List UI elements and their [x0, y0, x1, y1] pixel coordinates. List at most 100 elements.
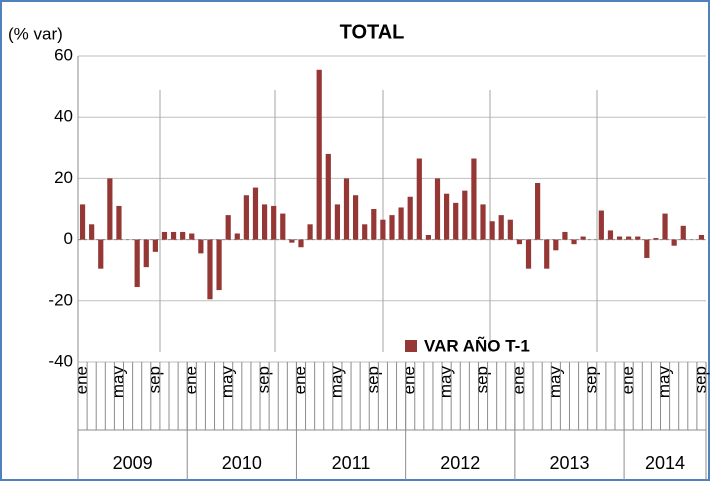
x-tick-label: may: [218, 366, 237, 399]
x-tick-label: sep: [254, 366, 273, 393]
y-tick-label: -20: [48, 290, 73, 309]
x-tick-label: ene: [400, 366, 419, 394]
bar: [671, 239, 677, 246]
bar: [371, 209, 377, 240]
bar: [98, 239, 104, 269]
bar: [698, 235, 705, 240]
bar: [170, 231, 177, 240]
bar: [107, 178, 113, 240]
legend-label: VAR AÑO T-1: [424, 335, 530, 355]
x-tick-label: may: [655, 366, 674, 399]
bar: [189, 233, 195, 240]
bar: [389, 215, 395, 240]
bar: [626, 236, 632, 240]
x-tick-label: sep: [691, 366, 710, 393]
y-tick-label: 40: [54, 107, 73, 126]
year-label: 2011: [332, 453, 371, 473]
y-tick-label: -40: [48, 351, 73, 370]
y-tick-label: 0: [64, 229, 73, 248]
bar: [152, 239, 158, 252]
bar: [343, 178, 350, 240]
bar: [453, 202, 459, 240]
bar: [307, 224, 313, 240]
bar: [325, 153, 331, 240]
x-tick-label: ene: [72, 366, 91, 394]
x-tick-label: may: [545, 366, 564, 399]
bar: [252, 187, 259, 240]
bar: [316, 69, 322, 240]
bar: [89, 224, 95, 240]
y-tick-label: 20: [54, 168, 73, 187]
bar: [662, 213, 668, 240]
y-tick-label: 60: [54, 45, 73, 64]
bar: [352, 195, 359, 240]
x-tick-label: ene: [181, 366, 200, 394]
bar: [280, 213, 286, 240]
bar: [480, 204, 486, 240]
x-tick-label: sep: [145, 366, 164, 393]
chart-title: TOTAL: [340, 21, 405, 43]
legend-swatch: [405, 340, 417, 352]
bar: [580, 236, 586, 240]
bar: [425, 235, 432, 240]
bar: [644, 239, 650, 258]
bar: [161, 231, 168, 240]
bar: [116, 205, 122, 240]
bar: [143, 239, 149, 268]
bar: [489, 221, 495, 240]
bar: [535, 182, 541, 240]
x-tick-label: ene: [618, 366, 637, 394]
x-tick-label: may: [327, 366, 346, 399]
x-tick-label: may: [108, 366, 127, 399]
bar: [434, 178, 441, 240]
bar: [516, 239, 523, 245]
year-label: 2014: [645, 453, 685, 473]
bar: [198, 239, 204, 254]
x-tick-label: sep: [472, 366, 491, 393]
bar: [498, 215, 504, 240]
x-tick-label: ene: [290, 366, 309, 394]
year-label: 2010: [222, 453, 262, 473]
bar: [462, 190, 468, 240]
bar: [298, 239, 304, 248]
bar: [607, 230, 614, 240]
bar: [334, 204, 340, 240]
bar: [635, 236, 641, 240]
bar: [261, 204, 268, 240]
bar: [134, 239, 140, 288]
x-tick-label: ene: [509, 366, 528, 394]
x-tick-label: sep: [363, 366, 382, 393]
bar: [680, 225, 686, 240]
bar: [553, 239, 559, 251]
bar: [571, 239, 577, 245]
bar: [471, 158, 477, 240]
bar: [416, 158, 422, 240]
year-label: 2009: [113, 453, 153, 473]
bar: [380, 219, 386, 240]
bar: [444, 193, 450, 240]
bar: [207, 239, 213, 300]
bar: [289, 239, 295, 243]
bar: [544, 239, 550, 269]
bar: [271, 205, 277, 240]
bar: [407, 196, 413, 240]
bar: [616, 236, 623, 240]
bar: [243, 195, 249, 240]
bar: [653, 238, 659, 240]
bar: [234, 233, 240, 240]
year-label: 2012: [440, 453, 480, 473]
y-axis-label: (% var): [8, 24, 63, 43]
bar: [225, 215, 231, 240]
bar: [598, 210, 604, 240]
bar: [525, 239, 532, 269]
x-tick-label: sep: [582, 366, 601, 393]
year-label: 2013: [549, 453, 589, 473]
bar: [362, 224, 368, 240]
x-tick-label: may: [436, 366, 455, 399]
bar: [180, 231, 186, 240]
bar: [216, 239, 222, 291]
bar: [398, 207, 404, 240]
bar: [79, 204, 86, 240]
